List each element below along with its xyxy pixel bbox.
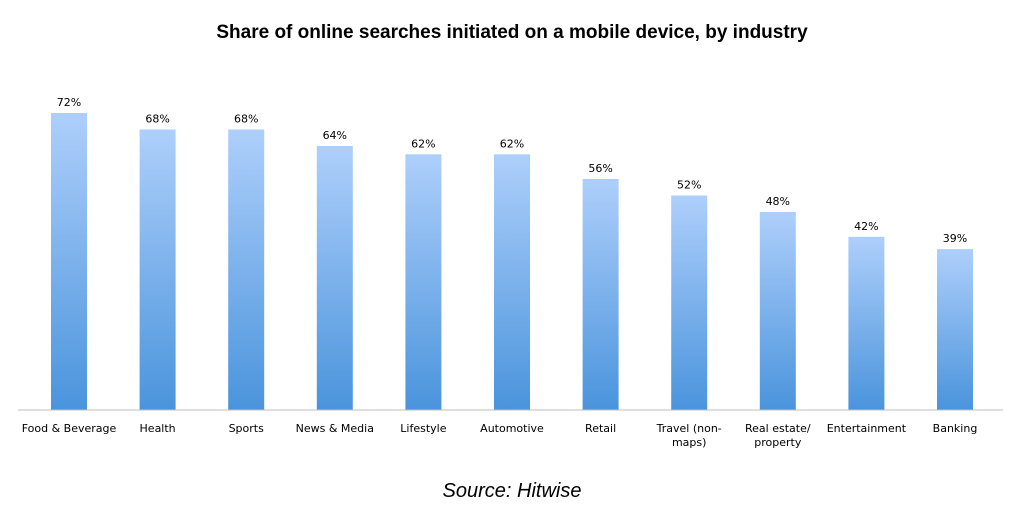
- category-label-0: Food & Beverage: [22, 422, 117, 435]
- bar-value-label-8: 48%: [766, 195, 790, 208]
- category-label-5: Automotive: [480, 422, 544, 435]
- bar-value-label-9: 42%: [854, 220, 878, 233]
- bar-value-label-1: 68%: [145, 113, 169, 126]
- bar-10: [937, 249, 973, 410]
- category-label-2: Sports: [229, 422, 265, 435]
- bar-0: [51, 113, 87, 410]
- bar-value-label-4: 62%: [411, 137, 435, 150]
- category-label-1: Health: [140, 422, 176, 435]
- bar-2: [228, 129, 265, 410]
- bar-5: [494, 154, 530, 411]
- bar-9: [848, 236, 885, 411]
- category-label-10: Banking: [933, 422, 978, 435]
- labels-layer: 72% Food & Beverage 68% Health 68% Sports 64% N…: [22, 96, 978, 449]
- bar-1: [139, 129, 176, 410]
- category-label-4: Lifestyle: [400, 422, 446, 435]
- bar-value-label-3: 64%: [323, 129, 347, 142]
- bars-layer: [51, 113, 973, 411]
- category-label-7-line-1: maps): [672, 436, 706, 449]
- category-label-8-line-0: Real estate/: [745, 422, 811, 435]
- bar-value-label-6: 56%: [588, 162, 612, 175]
- bar-4: [405, 154, 442, 411]
- bar-value-label-10: 39%: [943, 232, 967, 245]
- bar-6: [582, 179, 619, 410]
- chart-title: Share of online searches initiated on a …: [216, 22, 808, 43]
- bar-7: [671, 195, 708, 410]
- chart-source: Source: Hitwise: [442, 480, 582, 502]
- category-label-9: Entertainment: [827, 422, 907, 435]
- category-label-7-line-0: Travel (non-: [656, 422, 722, 435]
- category-label-6: Retail: [585, 422, 616, 435]
- category-label-3: News & Media: [296, 422, 374, 435]
- bar-3: [316, 146, 353, 410]
- category-label-8-line-1: property: [754, 436, 802, 449]
- bar-value-label-5: 62%: [500, 137, 524, 150]
- bar-value-label-0: 72%: [57, 96, 81, 109]
- bar-value-label-2: 68%: [234, 113, 258, 126]
- bar-value-label-7: 52%: [677, 179, 701, 192]
- bar-8: [759, 212, 796, 410]
